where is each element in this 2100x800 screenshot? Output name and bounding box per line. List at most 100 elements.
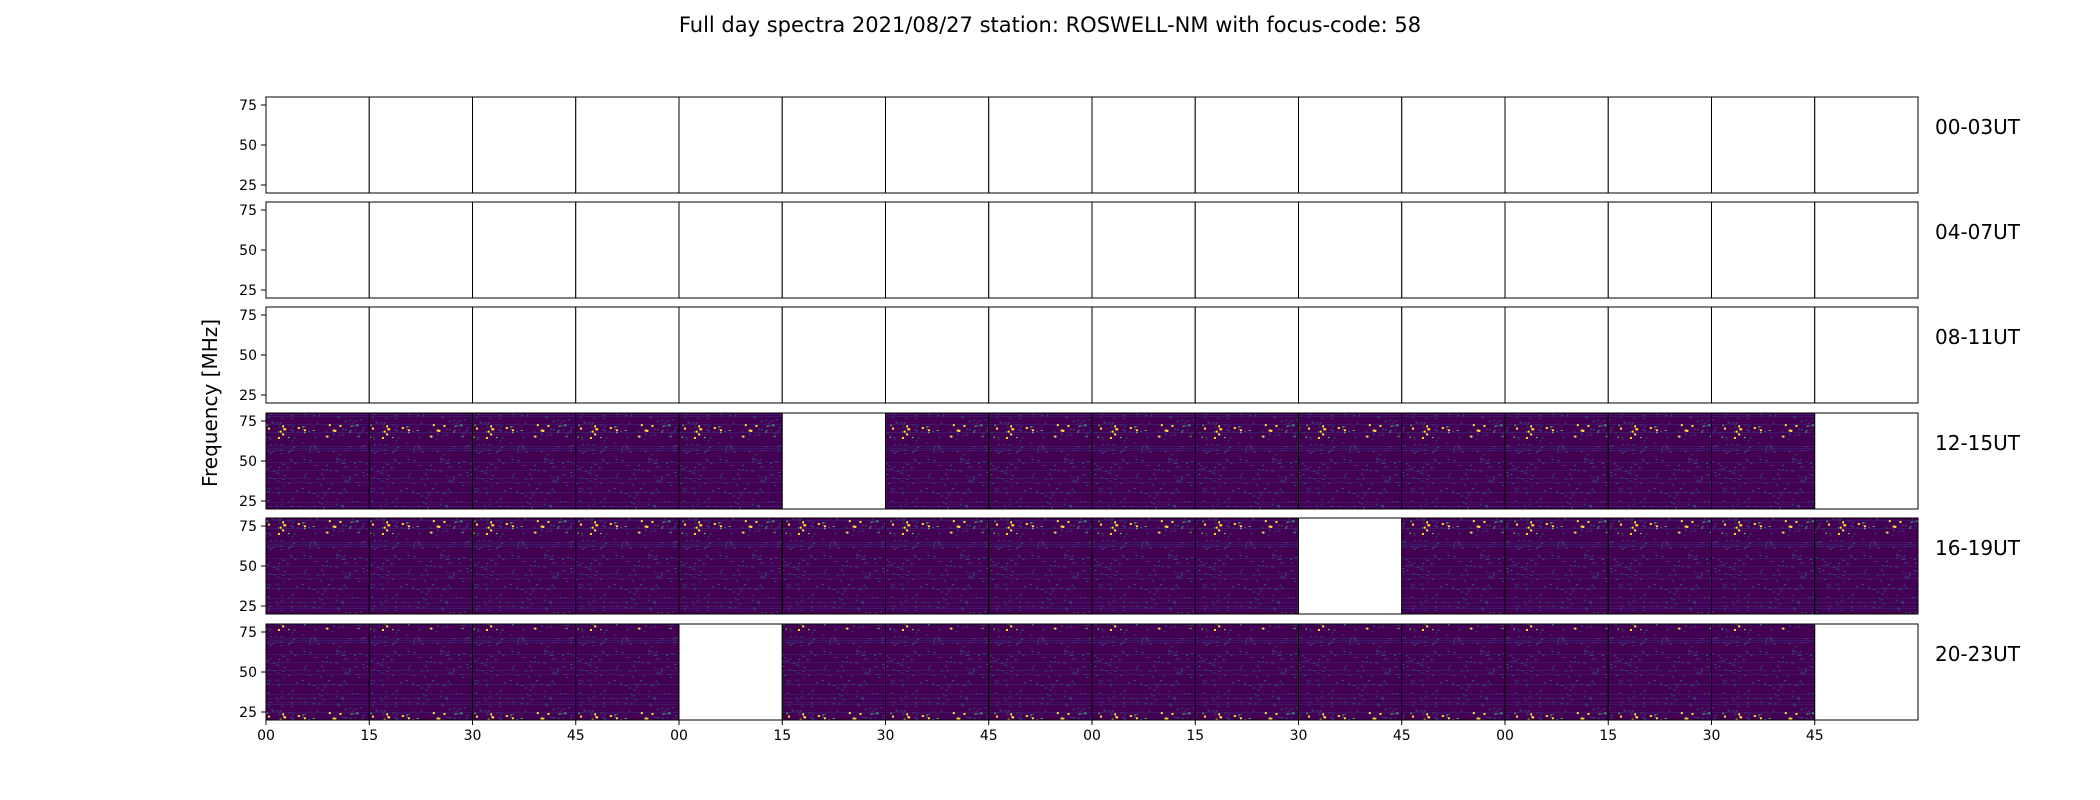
spectrum-panel xyxy=(472,623,577,721)
empty-panel xyxy=(1711,96,1816,194)
spectrum-panel xyxy=(1504,412,1609,510)
empty-panel xyxy=(1814,201,1919,299)
empty-panel xyxy=(1814,412,1919,510)
empty-panel xyxy=(1091,306,1196,404)
empty-panel xyxy=(781,412,886,510)
spectrum-panel xyxy=(472,412,577,510)
spectrum-panel xyxy=(1091,623,1196,721)
y-tick-label: 75 xyxy=(239,98,257,114)
x-axis-ticks: 00 15 30 45 00 15 30 45 00 15 30 45 00 15 30 45 xyxy=(257,720,1824,744)
empty-panel xyxy=(988,96,1093,194)
spectrum-panel xyxy=(1194,623,1299,721)
y-tick-label: 25 xyxy=(239,599,257,615)
empty-panel xyxy=(575,306,680,404)
empty-panel xyxy=(1814,623,1919,721)
empty-panel xyxy=(781,306,886,404)
spectrum-panel xyxy=(1401,412,1506,510)
spectrum-panel xyxy=(575,517,680,615)
spectrum-panel xyxy=(1711,412,1816,510)
empty-panel xyxy=(1401,306,1506,404)
empty-panel xyxy=(1298,517,1403,615)
spectrum-panel xyxy=(265,412,370,510)
empty-panel xyxy=(678,306,783,404)
spectrum-panel xyxy=(1194,517,1299,615)
empty-panel xyxy=(472,306,577,404)
empty-panel xyxy=(885,306,990,404)
spectrum-panel xyxy=(988,412,1093,510)
spectrum-panel xyxy=(1607,623,1712,721)
spectrum-panel xyxy=(1607,412,1712,510)
empty-panel xyxy=(1091,201,1196,299)
spectrum-panel xyxy=(1298,623,1403,721)
x-tick-label: 30 xyxy=(1703,728,1721,744)
empty-panel xyxy=(1091,96,1196,194)
row-00-03UT: 75 50 25 00-03UT xyxy=(239,96,2021,194)
empty-panel xyxy=(368,201,473,299)
empty-panel xyxy=(472,201,577,299)
spectrum-panel xyxy=(781,517,886,615)
spectrum-panel xyxy=(885,517,990,615)
row-08-11UT: 75 50 25 08-11UT xyxy=(239,306,2021,404)
y-tick-label: 25 xyxy=(239,494,257,510)
spectrum-panel xyxy=(1504,517,1609,615)
spectrum-panel xyxy=(1194,412,1299,510)
empty-panel xyxy=(1607,201,1712,299)
spectrum-panel xyxy=(368,517,473,615)
empty-panel xyxy=(1504,96,1609,194)
y-tick-label: 25 xyxy=(239,705,257,721)
row-label: 04-07UT xyxy=(1935,220,2021,244)
row-label: 12-15UT xyxy=(1935,431,2021,455)
spectrum-panel xyxy=(368,623,473,721)
y-tick-label: 25 xyxy=(239,283,257,299)
spectrum-panel xyxy=(575,412,680,510)
empty-panel xyxy=(472,96,577,194)
x-tick-label: 00 xyxy=(670,728,688,744)
empty-panel xyxy=(368,306,473,404)
empty-panel xyxy=(1814,96,1919,194)
spectrum-panel xyxy=(265,517,370,615)
spectrum-panel xyxy=(1401,623,1506,721)
x-tick-label: 15 xyxy=(773,728,791,744)
y-tick-label: 50 xyxy=(239,559,257,575)
y-tick-label: 25 xyxy=(239,388,257,404)
empty-panel xyxy=(1194,306,1299,404)
row-12-15UT: 75 50 25 12-15UT xyxy=(239,412,2021,510)
row-label: 08-11UT xyxy=(1935,325,2021,349)
y-tick-label: 75 xyxy=(239,308,257,324)
spectrum-panel xyxy=(678,412,783,510)
spectrum-panel xyxy=(988,517,1093,615)
empty-panel xyxy=(1711,201,1816,299)
spectrum-panel xyxy=(1091,412,1196,510)
empty-panel xyxy=(1194,201,1299,299)
y-axis-label: Frequency [MHz] xyxy=(198,319,222,487)
y-tick-label: 50 xyxy=(239,348,257,364)
empty-panel xyxy=(1194,96,1299,194)
x-tick-label: 15 xyxy=(1186,728,1204,744)
empty-panel xyxy=(1298,96,1403,194)
x-tick-label: 00 xyxy=(1083,728,1101,744)
empty-panel xyxy=(1504,306,1609,404)
x-tick-label: 45 xyxy=(1806,728,1824,744)
empty-panel xyxy=(885,96,990,194)
spectrum-panel xyxy=(368,412,473,510)
empty-panel xyxy=(1298,201,1403,299)
x-tick-label: 15 xyxy=(360,728,378,744)
spectrum-panel xyxy=(1711,623,1816,721)
y-tick-label: 50 xyxy=(239,243,257,259)
empty-panel xyxy=(1607,96,1712,194)
x-tick-label: 00 xyxy=(1496,728,1514,744)
empty-panel xyxy=(265,306,370,404)
x-tick-label: 45 xyxy=(980,728,998,744)
y-tick-label: 75 xyxy=(239,625,257,641)
empty-panel xyxy=(265,201,370,299)
empty-panel xyxy=(678,96,783,194)
spectrum-panel xyxy=(265,623,370,721)
x-tick-label: 30 xyxy=(464,728,482,744)
row-16-19UT: 75 50 25 16-19UT xyxy=(239,517,2021,615)
empty-panel xyxy=(678,623,783,721)
spectrum-panel xyxy=(575,623,680,721)
y-tick-label: 75 xyxy=(239,203,257,219)
spectrum-panel xyxy=(472,517,577,615)
chart-title: Full day spectra 2021/08/27 station: ROS… xyxy=(679,13,1421,37)
